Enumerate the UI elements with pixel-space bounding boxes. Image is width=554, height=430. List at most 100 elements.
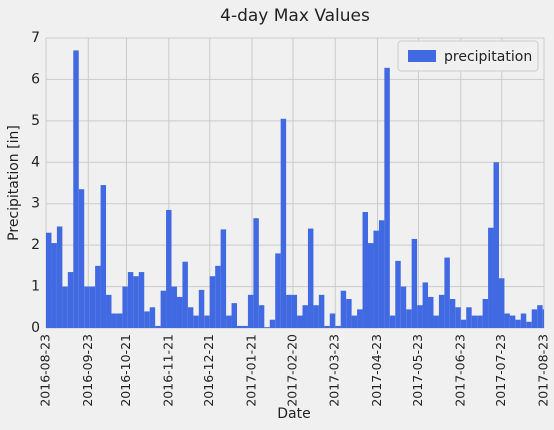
- bar: [133, 276, 139, 328]
- bar: [280, 118, 287, 328]
- bar: [84, 286, 90, 328]
- legend-box: [397, 40, 539, 72]
- bar: [444, 257, 450, 328]
- bar: [226, 315, 232, 328]
- bar: [433, 315, 439, 328]
- bar: [417, 305, 423, 328]
- bar: [389, 315, 396, 328]
- x-tick-label: 2016-12-21: [201, 334, 216, 407]
- bar: [269, 319, 276, 328]
- bar: [302, 305, 308, 328]
- bar: [122, 286, 128, 328]
- bar: [67, 272, 74, 328]
- bar: [504, 313, 510, 328]
- bar: [187, 307, 194, 328]
- y-tick-label: 3: [31, 196, 40, 212]
- bar: [155, 325, 161, 328]
- y-tick-label: 5: [31, 113, 40, 129]
- bar: [297, 315, 303, 328]
- bar: [324, 325, 330, 328]
- bar: [482, 299, 489, 328]
- bar: [537, 305, 543, 328]
- bar: [160, 290, 167, 328]
- y-tick-label: 7: [31, 30, 40, 46]
- bar: [100, 185, 107, 328]
- bar: [438, 294, 445, 328]
- bars: [46, 50, 544, 328]
- bar: [166, 209, 172, 328]
- bar: [329, 313, 336, 328]
- bar: [111, 313, 117, 328]
- bar: [351, 315, 358, 328]
- bar: [307, 228, 314, 328]
- bar: [428, 296, 434, 328]
- legend-swatch: [408, 50, 436, 62]
- legend-label: precipitation: [444, 49, 532, 65]
- bar: [127, 272, 134, 328]
- bar: [346, 299, 352, 328]
- bar: [242, 325, 248, 328]
- x-tick-label: 2017-02-20: [284, 334, 299, 407]
- bar: [73, 50, 79, 328]
- bar: [449, 299, 456, 328]
- bar: [318, 294, 325, 328]
- bar: [531, 309, 538, 328]
- bar: [422, 282, 429, 328]
- bar: [106, 294, 112, 328]
- x-tick-label: 2016-09-23: [80, 334, 95, 407]
- bar: [520, 313, 527, 328]
- bar: [176, 296, 183, 328]
- x-tick-label: 2017-06-23: [452, 334, 467, 407]
- bar: [493, 162, 499, 328]
- bar: [335, 325, 341, 328]
- bar: [542, 309, 544, 328]
- x-tick-label: 2017-07-23: [493, 334, 508, 407]
- bar: [526, 321, 532, 328]
- chart-title: 4-day Max Values: [220, 6, 370, 26]
- bar: [51, 243, 57, 328]
- y-tick-label: 2: [31, 237, 40, 253]
- bar: [455, 307, 461, 328]
- bar: [78, 189, 85, 328]
- bar: [477, 315, 483, 328]
- bar: [411, 238, 418, 328]
- bar: [253, 218, 259, 328]
- bar: [275, 253, 281, 328]
- y-tick-label: 4: [31, 154, 40, 170]
- bar: [488, 227, 494, 328]
- bar: [515, 319, 521, 328]
- y-tick-label: 0: [31, 320, 40, 336]
- bar: [471, 315, 478, 328]
- x-tick-label: 2016-08-23: [38, 334, 53, 407]
- x-tick-label: 2017-05-23: [410, 334, 425, 407]
- bar: [237, 325, 243, 328]
- bar: [116, 313, 123, 328]
- x-axis-label: Date: [277, 406, 310, 422]
- bar: [373, 230, 379, 328]
- bar: [56, 226, 63, 328]
- bar: [509, 315, 516, 328]
- x-tick-label: 2017-04-23: [369, 334, 384, 407]
- bar: [220, 229, 227, 328]
- bar: [460, 319, 467, 328]
- bar: [193, 315, 199, 328]
- y-axis-label: Precipitation [in]: [6, 125, 22, 241]
- bar: [231, 303, 238, 328]
- y-tick-label: 1: [31, 279, 40, 295]
- bar: [395, 260, 401, 328]
- bar: [95, 265, 101, 328]
- bar: [62, 286, 68, 328]
- bar: [215, 265, 221, 328]
- bar: [198, 289, 205, 328]
- y-tick-label: 6: [31, 71, 40, 87]
- bar: [400, 286, 407, 328]
- bar: [357, 309, 363, 328]
- bar: [247, 294, 254, 328]
- x-tick-label: 2017-01-21: [244, 334, 259, 407]
- bar: [384, 67, 390, 328]
- bar: [466, 307, 472, 328]
- bar: [313, 305, 319, 328]
- bar: [46, 232, 52, 328]
- x-tick-label: 2016-10-21: [118, 334, 133, 407]
